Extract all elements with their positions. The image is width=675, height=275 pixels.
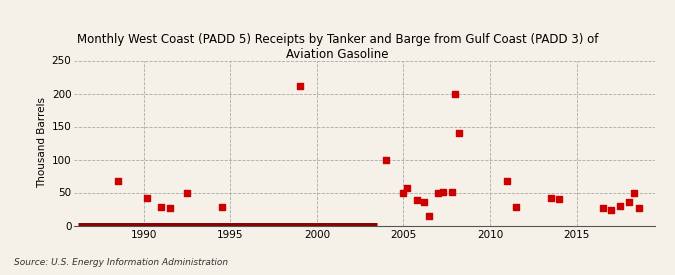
Point [511,205,522,209]
Point [438,190,449,194]
Point [402,186,412,190]
Point [502,178,513,183]
Point [182,190,192,195]
Point [606,208,617,213]
Point [294,84,305,89]
Point [634,205,645,210]
Point [216,205,227,209]
Point [623,200,634,205]
Point [424,213,435,218]
Point [454,131,464,135]
Y-axis label: Thousand Barrels: Thousand Barrels [38,98,47,188]
Point [112,179,123,183]
Point [628,190,639,195]
Point [381,158,392,162]
Point [450,91,461,96]
Point [155,205,166,209]
Point [142,196,153,201]
Text: Monthly West Coast (PADD 5) Receipts by Tanker and Barge from Gulf Coast (PADD 3: Monthly West Coast (PADD 5) Receipts by … [77,33,598,61]
Point [447,190,458,194]
Point [419,200,430,205]
Point [433,190,443,195]
Point [554,197,565,201]
Point [398,190,409,195]
Point [615,204,626,208]
Point [164,206,175,211]
Point [545,196,556,200]
Point [412,198,423,203]
Text: Source: U.S. Energy Information Administration: Source: U.S. Energy Information Administ… [14,258,227,267]
Point [597,206,608,211]
